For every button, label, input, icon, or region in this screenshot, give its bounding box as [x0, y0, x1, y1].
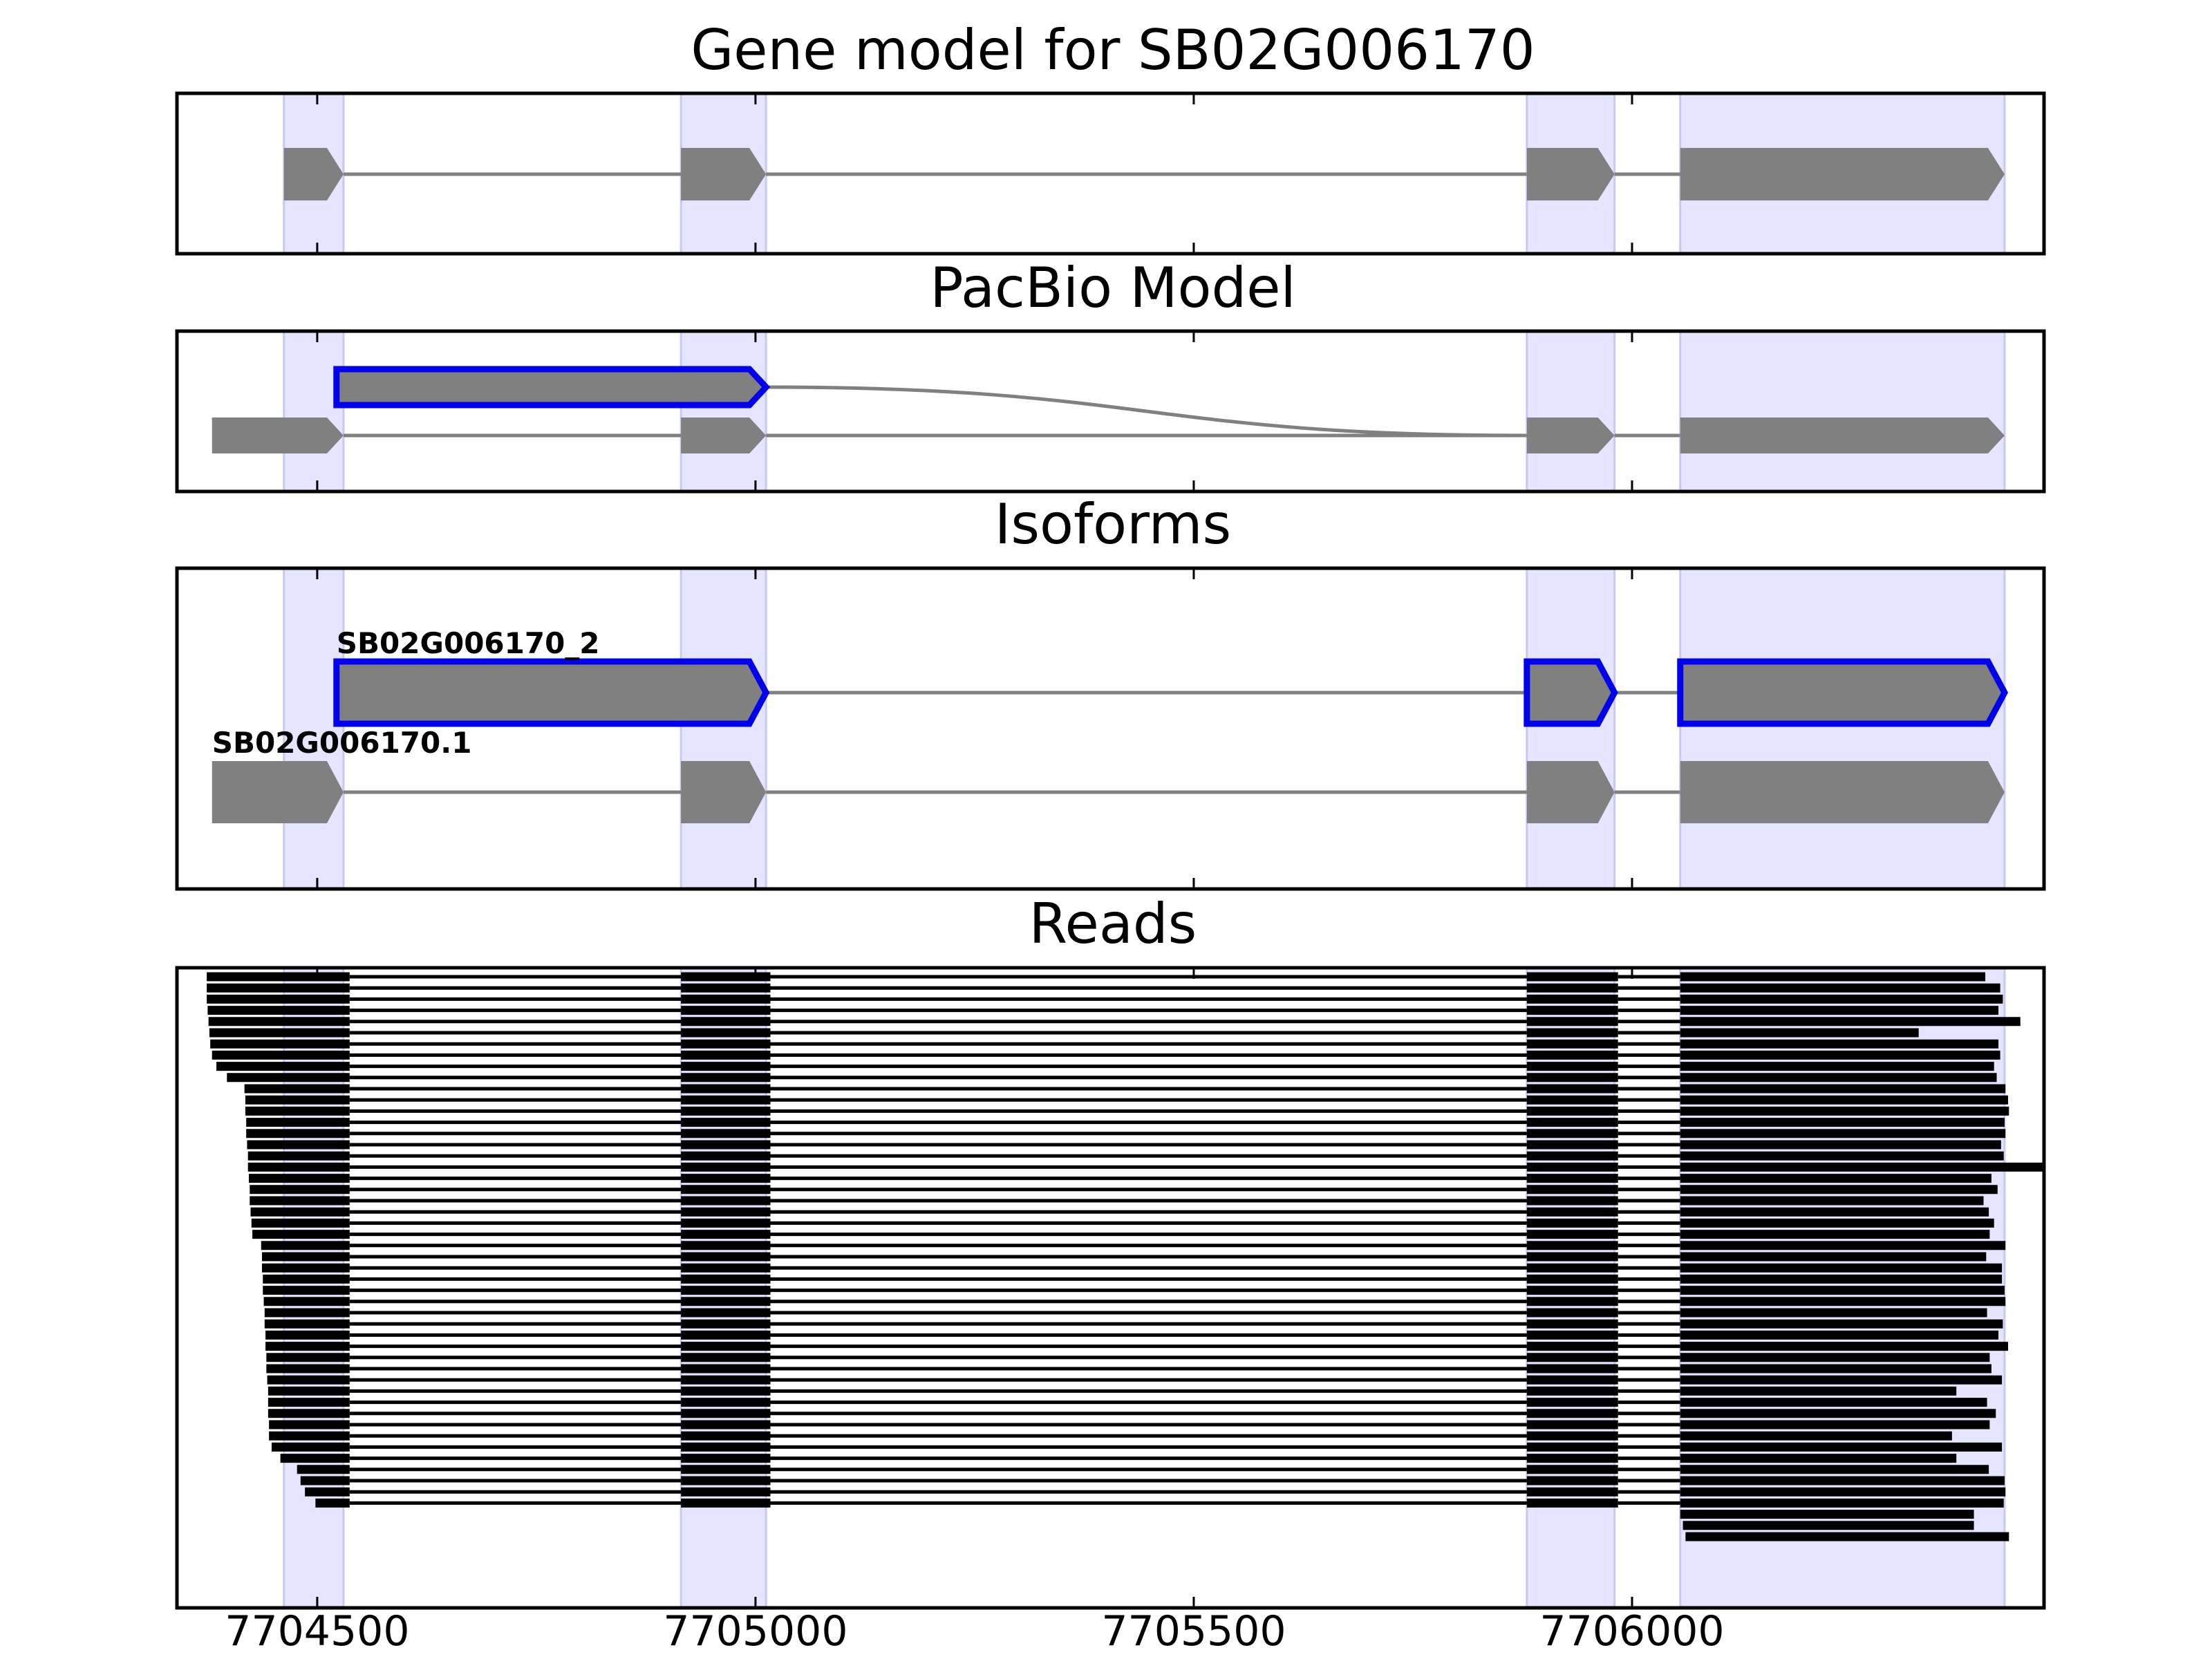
- panel-title-isoforms: Isoforms: [995, 492, 1231, 556]
- exon-region-shade: [1526, 567, 1616, 890]
- exon-block: [1680, 761, 2005, 823]
- exon-block: [1526, 761, 1615, 823]
- exon-block: [283, 148, 344, 200]
- exon-block: [1680, 148, 2005, 200]
- pacbio-model-panel: [175, 329, 2046, 494]
- exon-block: [681, 148, 767, 200]
- highlighted-exon: [1524, 658, 1618, 727]
- panel-title-pacbio-model: PacBio Model: [930, 256, 1295, 320]
- isoforms-panel: SB02G006170_2 SB02G006170.1: [175, 566, 2046, 891]
- reads-panel: [175, 966, 2046, 1610]
- exon-region-shade: [679, 330, 767, 493]
- exon-region-shade: [1679, 567, 2006, 890]
- exon-region-shade: [1679, 330, 2006, 493]
- isoform-label: SB02G006170.1: [212, 726, 472, 760]
- x-tick-label: 7706000: [1539, 1607, 1724, 1656]
- exon-block: [1680, 418, 2005, 453]
- exon-block: [681, 418, 767, 453]
- exon-region-shade: [679, 567, 767, 890]
- exon-block: [1526, 148, 1615, 200]
- x-tick-label: 7705000: [663, 1607, 847, 1656]
- x-tick-label: 7705500: [1101, 1607, 1286, 1656]
- splice-connector: [766, 385, 1527, 438]
- highlighted-exon: [1677, 658, 2009, 727]
- panel-frame: [175, 566, 2046, 891]
- panel-frame: [175, 966, 2046, 1610]
- gene-model-panel: [175, 91, 2046, 256]
- panel-title-gene-model: Gene model for SB02G006170: [691, 18, 1535, 82]
- highlighted-exon: [333, 658, 770, 727]
- exon-region-shade: [1526, 330, 1616, 493]
- highlighted-exon: [333, 366, 771, 409]
- x-tick-label: 7704500: [225, 1607, 409, 1656]
- exon-block: [212, 761, 344, 823]
- panel-frame: [175, 329, 2046, 494]
- isoform-label: SB02G006170_2: [337, 626, 600, 660]
- x-axis-tick-labels: 7704500 7705000 7705500 7706000: [225, 1607, 1724, 1656]
- panel-title-reads: Reads: [1029, 892, 1197, 956]
- panel-frame: [175, 91, 2046, 256]
- exon-block: [1526, 418, 1615, 453]
- exon-block: [681, 761, 767, 823]
- exon-block: [212, 418, 344, 453]
- exon-region-shade: [283, 330, 345, 493]
